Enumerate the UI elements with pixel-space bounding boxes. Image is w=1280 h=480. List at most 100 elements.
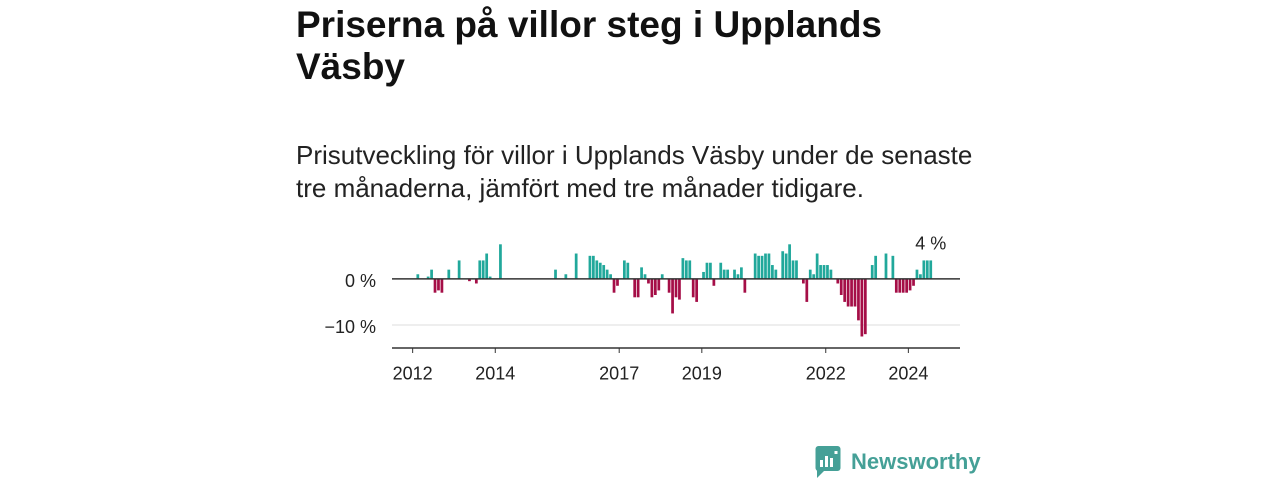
bar-2023-03 [874,255,878,279]
bar-2016-09 [605,269,609,279]
bar-2012-08 [437,278,440,291]
bar-2021-08 [808,269,812,279]
bar-2019-04 [712,278,716,286]
bar-2022-07 [846,278,850,307]
bar-2015-09 [564,274,568,279]
bar-2024-01 [908,278,912,291]
bar-2019-10 [733,269,736,279]
bar-2017-02 [622,260,626,279]
bar-2018-10 [691,278,695,298]
bar-2020-10 [774,269,778,279]
bar-2017-12 [657,278,661,291]
bar-2016-08 [602,265,606,279]
bar-2017-08 [643,274,647,279]
bar-2013-05 [468,278,471,282]
x-tick-label-2022: 2022 [806,364,846,384]
bar-2012-09 [440,278,444,293]
bar-2019-11 [736,274,740,279]
bar-2022-06 [843,278,847,302]
x-tick-label-2012: 2012 [393,364,433,384]
x-tick-label-2017: 2017 [599,364,639,384]
bar-2024-06 [925,260,929,279]
bar-2018-11 [695,278,699,302]
bar-2013-02 [457,260,461,279]
newsworthy-logo-text: Newsworthy [851,449,981,474]
bar-2013-09 [481,260,485,279]
y-tick-label-minus-10: −10 % [324,317,376,337]
bar-2018-05 [674,278,678,298]
bar-2024-07 [929,260,933,279]
bar-2016-06 [595,260,599,279]
chart-labels: 2012 2014 2017 2019 2022 2024 0 % −10 % 4 % [324,233,946,383]
y-tick-label-0: 0 % [345,271,376,291]
bar-2022-08 [850,278,853,307]
bar-2021-09 [812,274,816,279]
bar-2019-02 [705,262,709,279]
bar-2020-05 [757,255,760,279]
bar-2018-06 [678,278,681,300]
bar-2016-10 [609,274,612,279]
bar-2024-05 [922,260,926,279]
bar-2023-10 [898,278,902,293]
bar-2020-01 [743,278,747,293]
bar-2019-12 [740,267,743,279]
bar-2020-08 [767,253,771,279]
bar-2020-12 [781,251,785,279]
newsworthy-logo: Newsworthy [815,445,981,479]
bar-2015-06 [554,269,557,279]
bar-2021-03 [791,260,795,279]
bar-2015-12 [574,253,578,279]
bar-2022-12 [863,278,867,335]
bar-2021-01 [784,253,788,279]
bar-2019-06 [719,262,723,279]
bar-2019-07 [722,269,726,279]
bar-2014-02 [499,244,502,279]
bar-2016-07 [598,262,602,279]
bar-2023-06 [884,253,888,279]
x-tick-label-2024: 2024 [888,364,928,384]
bar-2024-03 [915,269,919,279]
bar-2017-03 [626,262,630,279]
x-tick-label-2014: 2014 [475,364,515,384]
bar-2020-06 [760,255,764,279]
bar-2023-11 [901,278,905,293]
bar-2023-09 [894,278,898,293]
bar-2019-08 [726,269,730,279]
bar-2018-04 [671,278,674,314]
bar-2020-09 [771,265,774,279]
bar-2012-02 [416,274,420,279]
bar-2018-07 [681,258,685,279]
bar-2022-11 [860,278,864,337]
bar-2021-06 [802,278,805,284]
bar-2022-05 [839,278,843,295]
bar-2018-09 [688,260,692,279]
bar-2017-05 [633,278,637,298]
x-tick-label-2019: 2019 [682,364,722,384]
bar-2013-07 [474,278,478,284]
bar-2021-02 [788,244,791,279]
bar-2021-10 [815,253,819,279]
bar-2012-07 [433,278,437,293]
bar-2016-12 [616,278,619,286]
bar-2020-04 [753,253,757,279]
latest-value-label: 4 % [915,233,946,253]
bar-2018-01 [660,274,664,279]
bar-2013-11 [488,276,492,279]
bar-2016-11 [612,278,616,293]
bar-2019-01 [702,271,705,279]
bar-2012-06 [430,269,433,279]
bar-2017-09 [647,278,650,284]
bar-2023-12 [905,278,909,293]
chart-subtitle: Prisutveckling för villor i Upplands Väs… [296,140,973,203]
bar-2022-01 [826,265,829,279]
bar-2017-07 [640,267,643,279]
bar-2017-11 [653,278,657,295]
bars [416,244,933,337]
bar-2020-07 [764,253,767,279]
bar-2022-09 [853,278,857,307]
bar-2012-05 [426,276,430,279]
bar-2022-04 [836,278,840,284]
bar-2019-03 [709,262,712,279]
bar-2018-03 [667,278,671,293]
